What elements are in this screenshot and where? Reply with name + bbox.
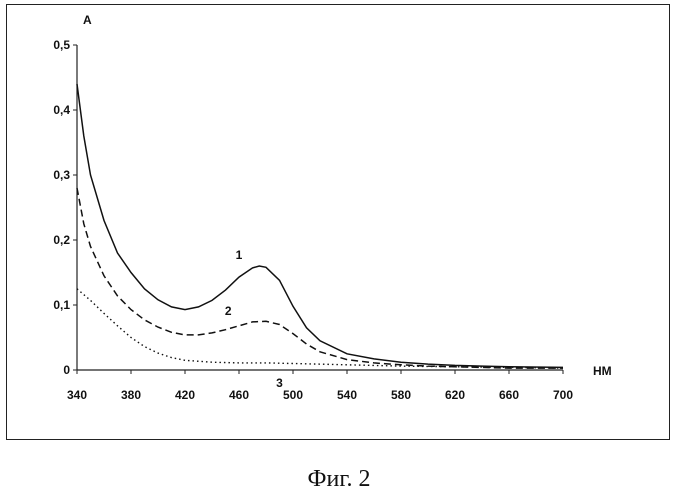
series-1-line xyxy=(77,84,563,367)
x-tick-label: 660 xyxy=(499,388,519,402)
y-tick-label: 0,1 xyxy=(53,298,70,312)
x-tick-label: 340 xyxy=(67,388,87,402)
series-label: 3 xyxy=(276,376,283,390)
y-axis-title: А xyxy=(83,13,92,27)
y-tick-label: 0,2 xyxy=(53,233,70,247)
y-tick-label: 0,5 xyxy=(53,38,70,52)
x-tick-label: 580 xyxy=(391,388,411,402)
series-label: 1 xyxy=(236,248,243,262)
series-label: 2 xyxy=(225,304,232,318)
x-tick-label: 380 xyxy=(121,388,141,402)
absorbance-chart: 0 0,1 0,2 0,3 0,4 0,5 340 380 420 460 500 540 580 620… xyxy=(0,0,678,460)
y-tick-label: 0,3 xyxy=(53,168,70,182)
x-tick-label: 420 xyxy=(175,388,195,402)
x-tick-label: 700 xyxy=(553,388,573,402)
series-3-line xyxy=(77,289,563,368)
figure-caption: Фиг. 2 xyxy=(0,466,678,493)
x-tick-label: 460 xyxy=(229,388,249,402)
x-axis-title: НМ xyxy=(593,364,612,378)
x-tick-label: 500 xyxy=(283,388,303,402)
y-tick-label: 0 xyxy=(63,363,70,377)
y-tick-label: 0,4 xyxy=(53,103,70,117)
x-tick-label: 540 xyxy=(337,388,357,402)
x-tick-label: 620 xyxy=(445,388,465,402)
